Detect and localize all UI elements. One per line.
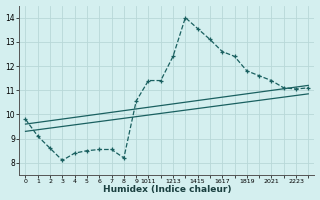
X-axis label: Humidex (Indice chaleur): Humidex (Indice chaleur)	[103, 185, 231, 194]
